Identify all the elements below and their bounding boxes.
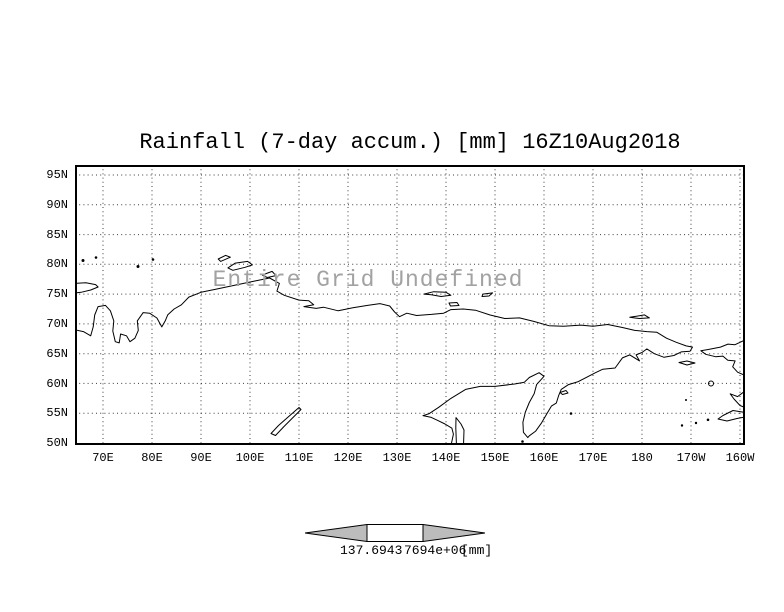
x-tick-label: 90E xyxy=(190,451,212,465)
island-dot xyxy=(521,440,524,443)
coastlines xyxy=(77,254,743,446)
lake-baikal xyxy=(270,407,302,436)
colorbar xyxy=(304,523,486,543)
x-tick-label: 160E xyxy=(529,451,559,465)
colorbar-svg xyxy=(304,523,486,543)
island-novaya-zemlya-tip xyxy=(77,282,99,294)
island-dot xyxy=(94,256,98,259)
y-tick-label: 70N xyxy=(46,317,68,331)
colorbar-left-arrow xyxy=(304,523,368,543)
island-wrangel xyxy=(629,314,650,319)
island-severnaya-zemlya-komsomolets xyxy=(217,254,231,262)
island-dot xyxy=(151,258,155,261)
island-dot xyxy=(706,418,710,422)
y-tick-label: 60N xyxy=(46,377,68,391)
graticule-horizontal-lines xyxy=(77,174,743,414)
x-tick-label: 150E xyxy=(480,451,510,465)
colorbar-label-left: 137.6943 xyxy=(340,543,403,558)
graticule xyxy=(77,167,743,443)
island-new-siberia xyxy=(481,292,494,297)
island-dot xyxy=(136,265,140,268)
y-tick-label: 75N xyxy=(46,287,68,301)
y-tick-label: 65N xyxy=(46,347,68,361)
y-tick-label: 95N xyxy=(46,168,68,182)
colorbar-right-arrow xyxy=(422,523,486,543)
y-tick-label: 90N xyxy=(46,198,68,212)
y-tick-label: 50N xyxy=(46,436,68,450)
x-tick-label: 80E xyxy=(141,451,163,465)
island-sakhalin xyxy=(455,417,465,443)
x-tick-label: 160W xyxy=(725,451,755,465)
island-dot xyxy=(81,259,85,262)
island-dot xyxy=(517,444,519,446)
x-tick-label: 100E xyxy=(235,451,265,465)
x-tick-label: 120E xyxy=(333,451,363,465)
y-tick-label: 55N xyxy=(46,406,68,420)
x-tick-label: 170W xyxy=(676,451,706,465)
island-st-lawrence xyxy=(678,360,696,366)
coastline-alaska-peninsula xyxy=(717,410,743,422)
small-islands xyxy=(81,256,710,446)
colorbar-label-right: 7694e+06 xyxy=(404,543,467,558)
island-nunivak xyxy=(708,380,714,387)
x-tick-label: 70E xyxy=(92,451,114,465)
grid-undefined-message: Entire Grid Undefined xyxy=(212,267,524,293)
x-tick-label: 140E xyxy=(431,451,461,465)
x-tick-label: 110E xyxy=(284,451,314,465)
colorbar-mid-segment xyxy=(366,524,424,542)
x-tick-label: 170E xyxy=(578,451,608,465)
coastline-alaska-bristol-bay xyxy=(729,391,743,408)
y-tick-label: 85N xyxy=(46,228,68,242)
x-tick-label: 180 xyxy=(631,451,653,465)
map-svg xyxy=(77,167,743,446)
coastline-eurasia-mainland xyxy=(77,277,693,443)
island-dot xyxy=(680,424,684,427)
island-dot xyxy=(694,421,698,425)
island-dot xyxy=(685,399,687,401)
graticule-vertical-lines xyxy=(102,167,741,443)
plot-title: Rainfall (7-day accum.) [mm] 16Z10Aug201… xyxy=(139,130,681,155)
island-severnaya-zemlya-october xyxy=(227,260,253,271)
island-severnaya-zemlya-bolshevik xyxy=(261,270,277,278)
coastline-alaska-north xyxy=(700,340,743,376)
x-tick-label: 130E xyxy=(382,451,412,465)
island-lyakhovsky xyxy=(448,302,460,307)
map-frame: Entire Grid Undefined xyxy=(75,165,745,445)
island-karaginsky xyxy=(559,390,569,395)
island-dot xyxy=(569,412,573,415)
colorbar-unit-label: [mm] xyxy=(461,543,493,558)
island-kotelny xyxy=(423,291,452,297)
y-tick-label: 80N xyxy=(46,257,68,271)
